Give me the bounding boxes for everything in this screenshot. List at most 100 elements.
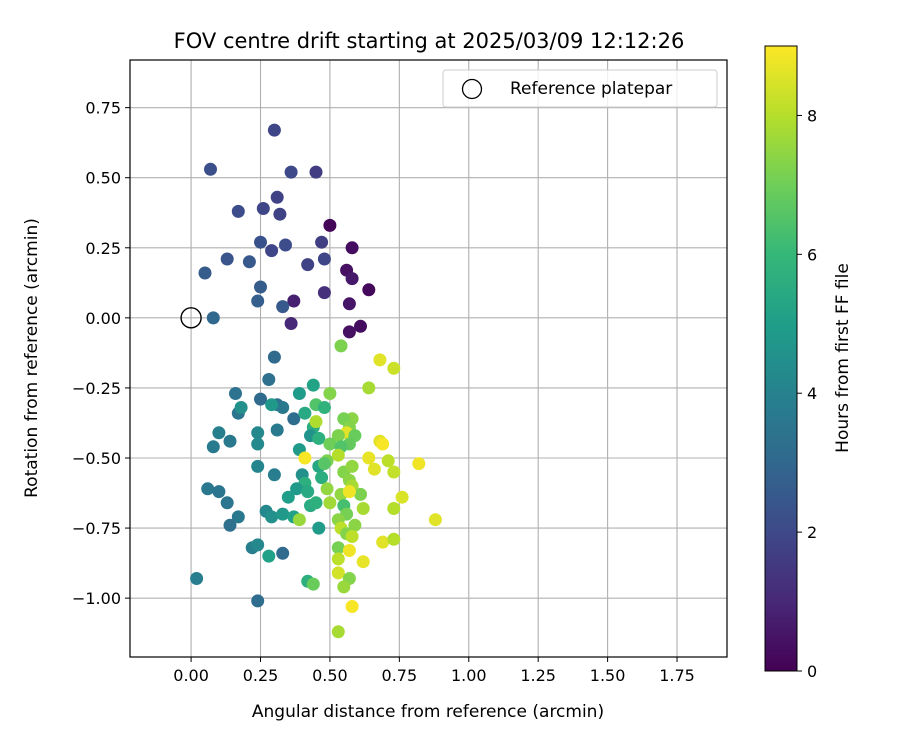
x-axis-ticks: 0.00 0.25 0.50 0.75 1.00 1.25 1.50 1.75 bbox=[173, 657, 695, 685]
data-point bbox=[265, 398, 279, 412]
data-point bbox=[320, 482, 334, 496]
data-point bbox=[387, 361, 401, 375]
legend: Reference platepar bbox=[442, 69, 718, 108]
data-point bbox=[323, 496, 337, 510]
data-point bbox=[265, 510, 279, 524]
y-axis-ticks: 0.75 0.50 0.25 0.00 −0.25 −0.50 −0.75 −1.00 bbox=[72, 99, 130, 608]
data-point bbox=[223, 434, 237, 448]
data-point bbox=[337, 580, 351, 594]
data-point bbox=[276, 300, 290, 314]
data-point bbox=[395, 490, 409, 504]
data-point bbox=[251, 437, 265, 451]
y-axis-label: Rotation from reference (arcmin) bbox=[22, 218, 42, 498]
y-tick-label: 0.25 bbox=[85, 239, 121, 258]
data-point bbox=[312, 431, 326, 445]
x-tick-label: 1.00 bbox=[451, 666, 487, 685]
data-point bbox=[331, 541, 345, 555]
data-point bbox=[292, 387, 306, 400]
data-point bbox=[306, 577, 320, 591]
legend-box bbox=[442, 69, 718, 108]
data-point bbox=[206, 440, 220, 454]
data-point bbox=[331, 429, 345, 443]
data-point bbox=[220, 496, 234, 510]
data-point bbox=[276, 401, 290, 414]
data-point bbox=[362, 451, 376, 465]
data-point bbox=[345, 241, 359, 255]
data-point bbox=[267, 350, 281, 364]
data-point bbox=[190, 572, 204, 585]
data-point bbox=[354, 319, 367, 333]
data-point bbox=[331, 625, 345, 639]
y-tick-label: −1.00 bbox=[72, 589, 121, 608]
colorbar-tick-label: 8 bbox=[807, 106, 817, 125]
data-point bbox=[315, 235, 329, 249]
y-tick-label: −0.50 bbox=[72, 449, 121, 468]
data-point bbox=[204, 162, 217, 176]
colorbar-ticks: 0 2 4 6 8 bbox=[797, 106, 817, 681]
data-point bbox=[387, 502, 401, 515]
x-tick-label: 1.75 bbox=[659, 666, 695, 685]
data-point bbox=[317, 457, 331, 471]
data-point bbox=[251, 594, 265, 608]
data-point bbox=[220, 252, 234, 266]
data-point bbox=[267, 468, 281, 482]
data-point bbox=[334, 339, 348, 353]
data-point bbox=[376, 437, 390, 451]
data-point bbox=[367, 462, 381, 476]
data-point bbox=[262, 549, 276, 563]
data-point bbox=[356, 502, 370, 515]
data-point bbox=[290, 482, 304, 496]
data-point bbox=[206, 311, 220, 325]
data-point bbox=[345, 600, 359, 613]
data-point bbox=[428, 513, 442, 527]
data-point bbox=[309, 415, 323, 429]
data-point bbox=[251, 459, 265, 473]
data-point bbox=[276, 546, 290, 560]
data-point bbox=[342, 544, 356, 557]
data-point bbox=[331, 566, 345, 580]
data-point bbox=[201, 482, 215, 496]
data-point bbox=[362, 283, 376, 297]
legend-label: Reference platepar bbox=[510, 79, 672, 99]
data-point bbox=[231, 510, 245, 524]
x-tick-label: 0.00 bbox=[173, 666, 209, 685]
grid-lines bbox=[130, 60, 727, 657]
x-axis-label: Angular distance from reference (arcmin) bbox=[252, 702, 604, 722]
data-point bbox=[279, 238, 292, 252]
data-point bbox=[309, 496, 323, 510]
y-tick-label: −0.25 bbox=[72, 379, 121, 398]
data-point bbox=[270, 190, 284, 204]
data-point bbox=[381, 454, 395, 468]
y-tick-label: 0.50 bbox=[85, 169, 121, 188]
data-point bbox=[231, 204, 245, 218]
data-point bbox=[281, 490, 295, 504]
data-point bbox=[198, 266, 212, 280]
data-point bbox=[356, 555, 370, 569]
colorbar-tick-label: 2 bbox=[807, 523, 817, 542]
reference-platepar-marker bbox=[180, 307, 202, 329]
y-tick-label: 0.75 bbox=[85, 99, 121, 118]
data-point bbox=[229, 387, 242, 400]
chart-title: FOV centre drift starting at 2025/03/09 … bbox=[174, 29, 685, 53]
data-point bbox=[262, 373, 276, 386]
data-point bbox=[317, 286, 331, 300]
data-point bbox=[254, 235, 267, 249]
data-point bbox=[265, 244, 279, 258]
data-point bbox=[251, 538, 265, 552]
x-tick-label: 0.50 bbox=[312, 666, 348, 685]
data-point bbox=[301, 258, 315, 272]
data-point bbox=[309, 165, 323, 179]
data-point bbox=[298, 406, 312, 420]
data-point bbox=[312, 521, 326, 535]
data-point bbox=[342, 297, 356, 311]
data-point bbox=[342, 325, 356, 339]
data-point bbox=[223, 518, 237, 532]
data-point bbox=[306, 378, 320, 392]
data-point bbox=[317, 252, 331, 266]
data-point bbox=[412, 457, 426, 471]
data-point bbox=[270, 423, 284, 437]
data-point bbox=[323, 437, 337, 451]
data-point bbox=[323, 218, 337, 232]
data-point bbox=[301, 485, 315, 499]
